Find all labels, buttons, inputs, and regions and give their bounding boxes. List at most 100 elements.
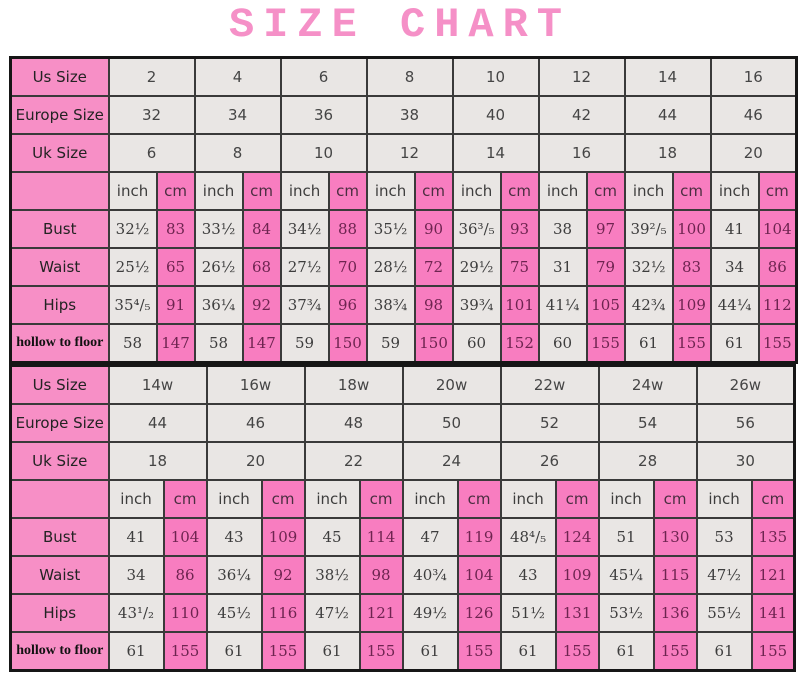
inch-value-cell: 55½ (695, 593, 753, 633)
unit-inch-cell: inch (695, 479, 753, 519)
size-value-cell: 24w (597, 364, 698, 405)
unit-inch-cell: inch (709, 171, 760, 211)
size-value-cell: 34 (193, 95, 282, 135)
cm-value-cell: 141 (750, 593, 796, 633)
size-value-cell: 16 (709, 56, 798, 97)
table-row: hollow to floor 61 155 61 155 61 155 61 155 61 155… (9, 631, 796, 672)
cm-value-cell: 109 (260, 517, 306, 557)
unit-inch-cell: inch (499, 479, 557, 519)
size-value-cell: 10 (279, 133, 368, 173)
cm-value-cell: 130 (652, 517, 698, 557)
cm-value-cell: 119 (456, 517, 502, 557)
cm-value-cell: 155 (750, 631, 796, 672)
size-value-cell: 8 (365, 56, 454, 97)
size-value-cell: 26 (499, 441, 600, 481)
cm-value-cell: 121 (750, 555, 796, 595)
inch-value-cell: 43 (499, 555, 557, 595)
cm-value-cell: 150 (327, 323, 368, 364)
inch-value-cell: 39¾ (451, 285, 502, 325)
table-row: Bust 32½ 83 33½ 84 34½ 88 35½ 90 36³/₅ 93 38 97 39²/₅… (9, 209, 798, 249)
size-value-cell: 42 (537, 95, 626, 135)
size-value-cell: 14w (107, 364, 208, 405)
unit-cm-cell: cm (652, 479, 698, 519)
row-label: Hips (9, 285, 110, 325)
unit-cm-cell: cm (671, 171, 712, 211)
cm-value-cell: 92 (241, 285, 282, 325)
row-label: Waist (9, 555, 110, 595)
inch-value-cell: 44¼ (709, 285, 760, 325)
inch-value-cell: 38¾ (365, 285, 416, 325)
inch-value-cell: 45 (303, 517, 361, 557)
cm-value-cell: 114 (358, 517, 404, 557)
size-value-cell: 48 (303, 403, 404, 443)
table-row: Uk Size 18 20 22 24 26 28 30 (9, 441, 796, 481)
inch-value-cell: 51½ (499, 593, 557, 633)
cm-value-cell: 100 (671, 209, 712, 249)
unit-cm-cell: cm (358, 479, 404, 519)
inch-value-cell: 38 (537, 209, 588, 249)
row-label: Bust (9, 517, 110, 557)
inch-value-cell: 32½ (623, 247, 674, 287)
size-value-cell: 2 (107, 56, 196, 97)
cm-value-cell: 110 (162, 593, 208, 633)
cm-value-cell: 155 (671, 323, 712, 364)
row-label: Europe Size (9, 95, 110, 135)
size-value-cell: 28 (597, 441, 698, 481)
cm-value-cell: 98 (413, 285, 454, 325)
row-label-empty (9, 479, 110, 519)
inch-value-cell: 29½ (451, 247, 502, 287)
size-value-cell: 56 (695, 403, 796, 443)
inch-value-cell: 58 (193, 323, 244, 364)
size-value-cell: 10 (451, 56, 540, 97)
size-value-cell: 32 (107, 95, 196, 135)
size-value-cell: 12 (365, 133, 454, 173)
inch-value-cell: 59 (365, 323, 416, 364)
cm-value-cell: 115 (652, 555, 698, 595)
inch-value-cell: 38½ (303, 555, 361, 595)
inch-value-cell: 34½ (279, 209, 330, 249)
cm-value-cell: 105 (585, 285, 626, 325)
cm-value-cell: 136 (652, 593, 698, 633)
cm-value-cell: 92 (260, 555, 306, 595)
row-label: Us Size (9, 56, 110, 97)
size-chart-tables: Us Size 2 4 6 8 10 12 14 16 Europe Size 32 34 36 38 40… (9, 56, 799, 672)
cm-value-cell: 155 (260, 631, 306, 672)
inch-value-cell: 45½ (205, 593, 263, 633)
inch-value-cell: 42¾ (623, 285, 674, 325)
size-value-cell: 22w (499, 364, 600, 405)
cm-value-cell: 155 (585, 323, 626, 364)
cm-value-cell: 112 (757, 285, 798, 325)
inch-value-cell: 36³/₅ (451, 209, 502, 249)
inch-value-cell: 41¼ (537, 285, 588, 325)
size-value-cell: 46 (205, 403, 306, 443)
size-table-regular-sizes: Us Size 2 4 6 8 10 12 14 16 Europe Size 32 34 36 38 40… (9, 56, 799, 364)
unit-inch-cell: inch (451, 171, 502, 211)
size-value-cell: 4 (193, 56, 282, 97)
inch-value-cell: 26½ (193, 247, 244, 287)
unit-inch-cell: inch (623, 171, 674, 211)
size-value-cell: 36 (279, 95, 368, 135)
cm-value-cell: 155 (652, 631, 698, 672)
size-value-cell: 44 (107, 403, 208, 443)
cm-value-cell: 90 (413, 209, 454, 249)
inch-value-cell: 28½ (365, 247, 416, 287)
unit-inch-cell: inch (303, 479, 361, 519)
inch-value-cell: 60 (537, 323, 588, 364)
cm-value-cell: 97 (585, 209, 626, 249)
inch-value-cell: 31 (537, 247, 588, 287)
cm-value-cell: 68 (241, 247, 282, 287)
unit-cm-cell: cm (327, 171, 368, 211)
cm-value-cell: 131 (554, 593, 600, 633)
cm-value-cell: 104 (757, 209, 798, 249)
inch-value-cell: 40¾ (401, 555, 459, 595)
cm-value-cell: 155 (554, 631, 600, 672)
inch-value-cell: 61 (499, 631, 557, 672)
unit-inch-cell: inch (401, 479, 459, 519)
inch-value-cell: 60 (451, 323, 502, 364)
row-label: Uk Size (9, 133, 110, 173)
inch-value-cell: 53½ (597, 593, 655, 633)
cm-value-cell: 155 (456, 631, 502, 672)
inch-value-cell: 53 (695, 517, 753, 557)
unit-inch-cell: inch (205, 479, 263, 519)
size-value-cell: 38 (365, 95, 454, 135)
